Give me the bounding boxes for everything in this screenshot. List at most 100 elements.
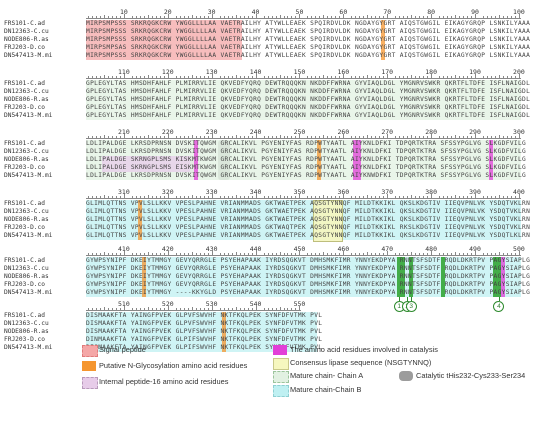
ruler-tick xyxy=(191,252,193,255)
ruler-number: 160 xyxy=(337,68,350,76)
ruler-tick xyxy=(287,16,289,18)
internal-peptide-swatch xyxy=(82,377,98,389)
signal-peptide-label: Signal peptide xyxy=(99,345,146,354)
sequence-row: FRJ203-D.co GYWPSYNIPF DKEIYTMMGY GEVYQRR… xyxy=(0,281,550,289)
ruler-tick xyxy=(514,196,516,198)
ruler-tick xyxy=(223,16,225,18)
ruler-tick xyxy=(375,136,377,138)
ruler-tick xyxy=(275,76,277,78)
ruler-tick xyxy=(159,16,161,18)
ruler-tick xyxy=(235,195,237,198)
ruler-tick xyxy=(279,195,281,198)
ruler-tick xyxy=(455,252,457,255)
ruler-tick xyxy=(475,74,477,78)
sequence-name: NODE806-R.as xyxy=(4,36,49,43)
residue-highlight xyxy=(488,140,493,180)
chain-a-swatch xyxy=(273,371,289,383)
ruler-tick xyxy=(327,136,329,138)
ruler-tick xyxy=(235,252,237,255)
ruler-tick xyxy=(443,136,445,138)
ruler-tick xyxy=(151,253,153,255)
ruler-tick xyxy=(483,196,484,198)
ruler-tick xyxy=(243,308,245,310)
ruler-tick xyxy=(131,136,133,138)
ruler-number: 60 xyxy=(339,8,348,16)
ruler-tick xyxy=(227,308,229,310)
ruler-tick xyxy=(203,136,205,138)
ruler-tick xyxy=(163,308,165,310)
sequence-row: DN12363-C.cu GPLEGYLTAS HMSDHFAHLF PLMIRR… xyxy=(0,88,550,96)
ruler-tick xyxy=(247,136,249,138)
ruler-tick xyxy=(483,136,484,138)
ruler-tick xyxy=(339,196,341,198)
ruler-tick xyxy=(187,76,189,78)
ruler-tick xyxy=(419,136,421,138)
ruler-tick xyxy=(143,253,145,255)
ruler-tick xyxy=(467,136,469,138)
ruler-tick xyxy=(167,14,169,18)
ruler-tick xyxy=(195,76,197,78)
ruler-number: 190 xyxy=(469,68,481,76)
ruler-tick xyxy=(103,195,105,198)
ruler-tick xyxy=(199,76,201,78)
ruler-tick xyxy=(267,253,269,255)
ruler-tick xyxy=(514,76,516,78)
ruler-tick xyxy=(207,196,209,198)
ruler-tick xyxy=(187,308,189,310)
ruler-tick xyxy=(443,253,445,255)
ruler-tick xyxy=(399,253,401,255)
ruler-tick xyxy=(395,16,397,18)
residue-highlight xyxy=(409,257,414,297)
ruler-line xyxy=(86,198,521,199)
ruler-tick xyxy=(423,76,425,78)
ruler-tick xyxy=(439,253,441,255)
sequence-residues: GPLEGYLTAS HMSDHFAHLF PLMIRRVLIE QKVEDFY… xyxy=(86,88,531,95)
ruler-tick xyxy=(447,136,449,138)
ruler-tick xyxy=(307,196,309,198)
ruler-tick xyxy=(419,16,421,18)
ruler-tick xyxy=(518,74,520,78)
ruler-tick xyxy=(131,253,133,255)
ruler-number: 80 xyxy=(427,8,436,16)
ruler-tick xyxy=(271,136,273,138)
ruler-tick xyxy=(459,136,461,138)
ruler-number: 40 xyxy=(251,8,260,16)
ruler-tick xyxy=(87,196,89,198)
ruler-tick xyxy=(443,196,445,198)
ruler-tick xyxy=(439,196,441,198)
sequence-row: DN12363-C.cu GLIMLQTTNS VPVLSLLKKV VPESLP… xyxy=(0,208,550,216)
n-glycosylation-swatch xyxy=(82,361,96,371)
ruler-tick xyxy=(291,308,293,310)
position-ruler: 410 420 430 440 450 460 470 480 490 500 xyxy=(0,245,550,256)
ruler-tick xyxy=(319,196,321,198)
ruler-tick xyxy=(243,196,245,198)
ruler-tick xyxy=(367,75,369,78)
sequence-row: DN547413-M.mi GPLEGYLTAS HMSDHFAHLF PLMIR… xyxy=(0,112,550,120)
ruler-tick xyxy=(427,253,429,255)
ruler-number: 390 xyxy=(469,188,481,196)
ruler-tick xyxy=(514,253,516,255)
ruler-tick xyxy=(111,253,113,255)
ruler-tick xyxy=(111,196,113,198)
alignment-block: 410 420 430 440 450 460 470 480 490 500 FRS101-C.a… xyxy=(0,245,550,299)
ruler-tick xyxy=(431,134,433,138)
ruler-tick xyxy=(451,136,453,138)
ruler-tick xyxy=(115,308,117,310)
ruler-number: 110 xyxy=(118,68,130,76)
ruler-tick xyxy=(506,253,508,255)
ruler-tick xyxy=(467,196,469,198)
ruler-tick xyxy=(323,75,325,78)
ruler-tick xyxy=(179,16,181,18)
ruler-tick xyxy=(315,76,317,78)
ruler-tick xyxy=(235,75,237,78)
ruler-tick xyxy=(451,76,453,78)
ruler-tick xyxy=(295,16,297,18)
catalytic-label: Catalytic tHis232-Cys233-Ser234 xyxy=(416,371,526,380)
ruler-tick xyxy=(307,76,309,78)
marker-line xyxy=(411,297,413,301)
ruler-tick xyxy=(135,253,137,255)
sequence-name: DN547413-M.mi xyxy=(4,172,53,179)
ruler-tick xyxy=(502,76,504,78)
ruler-tick xyxy=(187,253,189,255)
ruler-tick xyxy=(239,253,241,255)
